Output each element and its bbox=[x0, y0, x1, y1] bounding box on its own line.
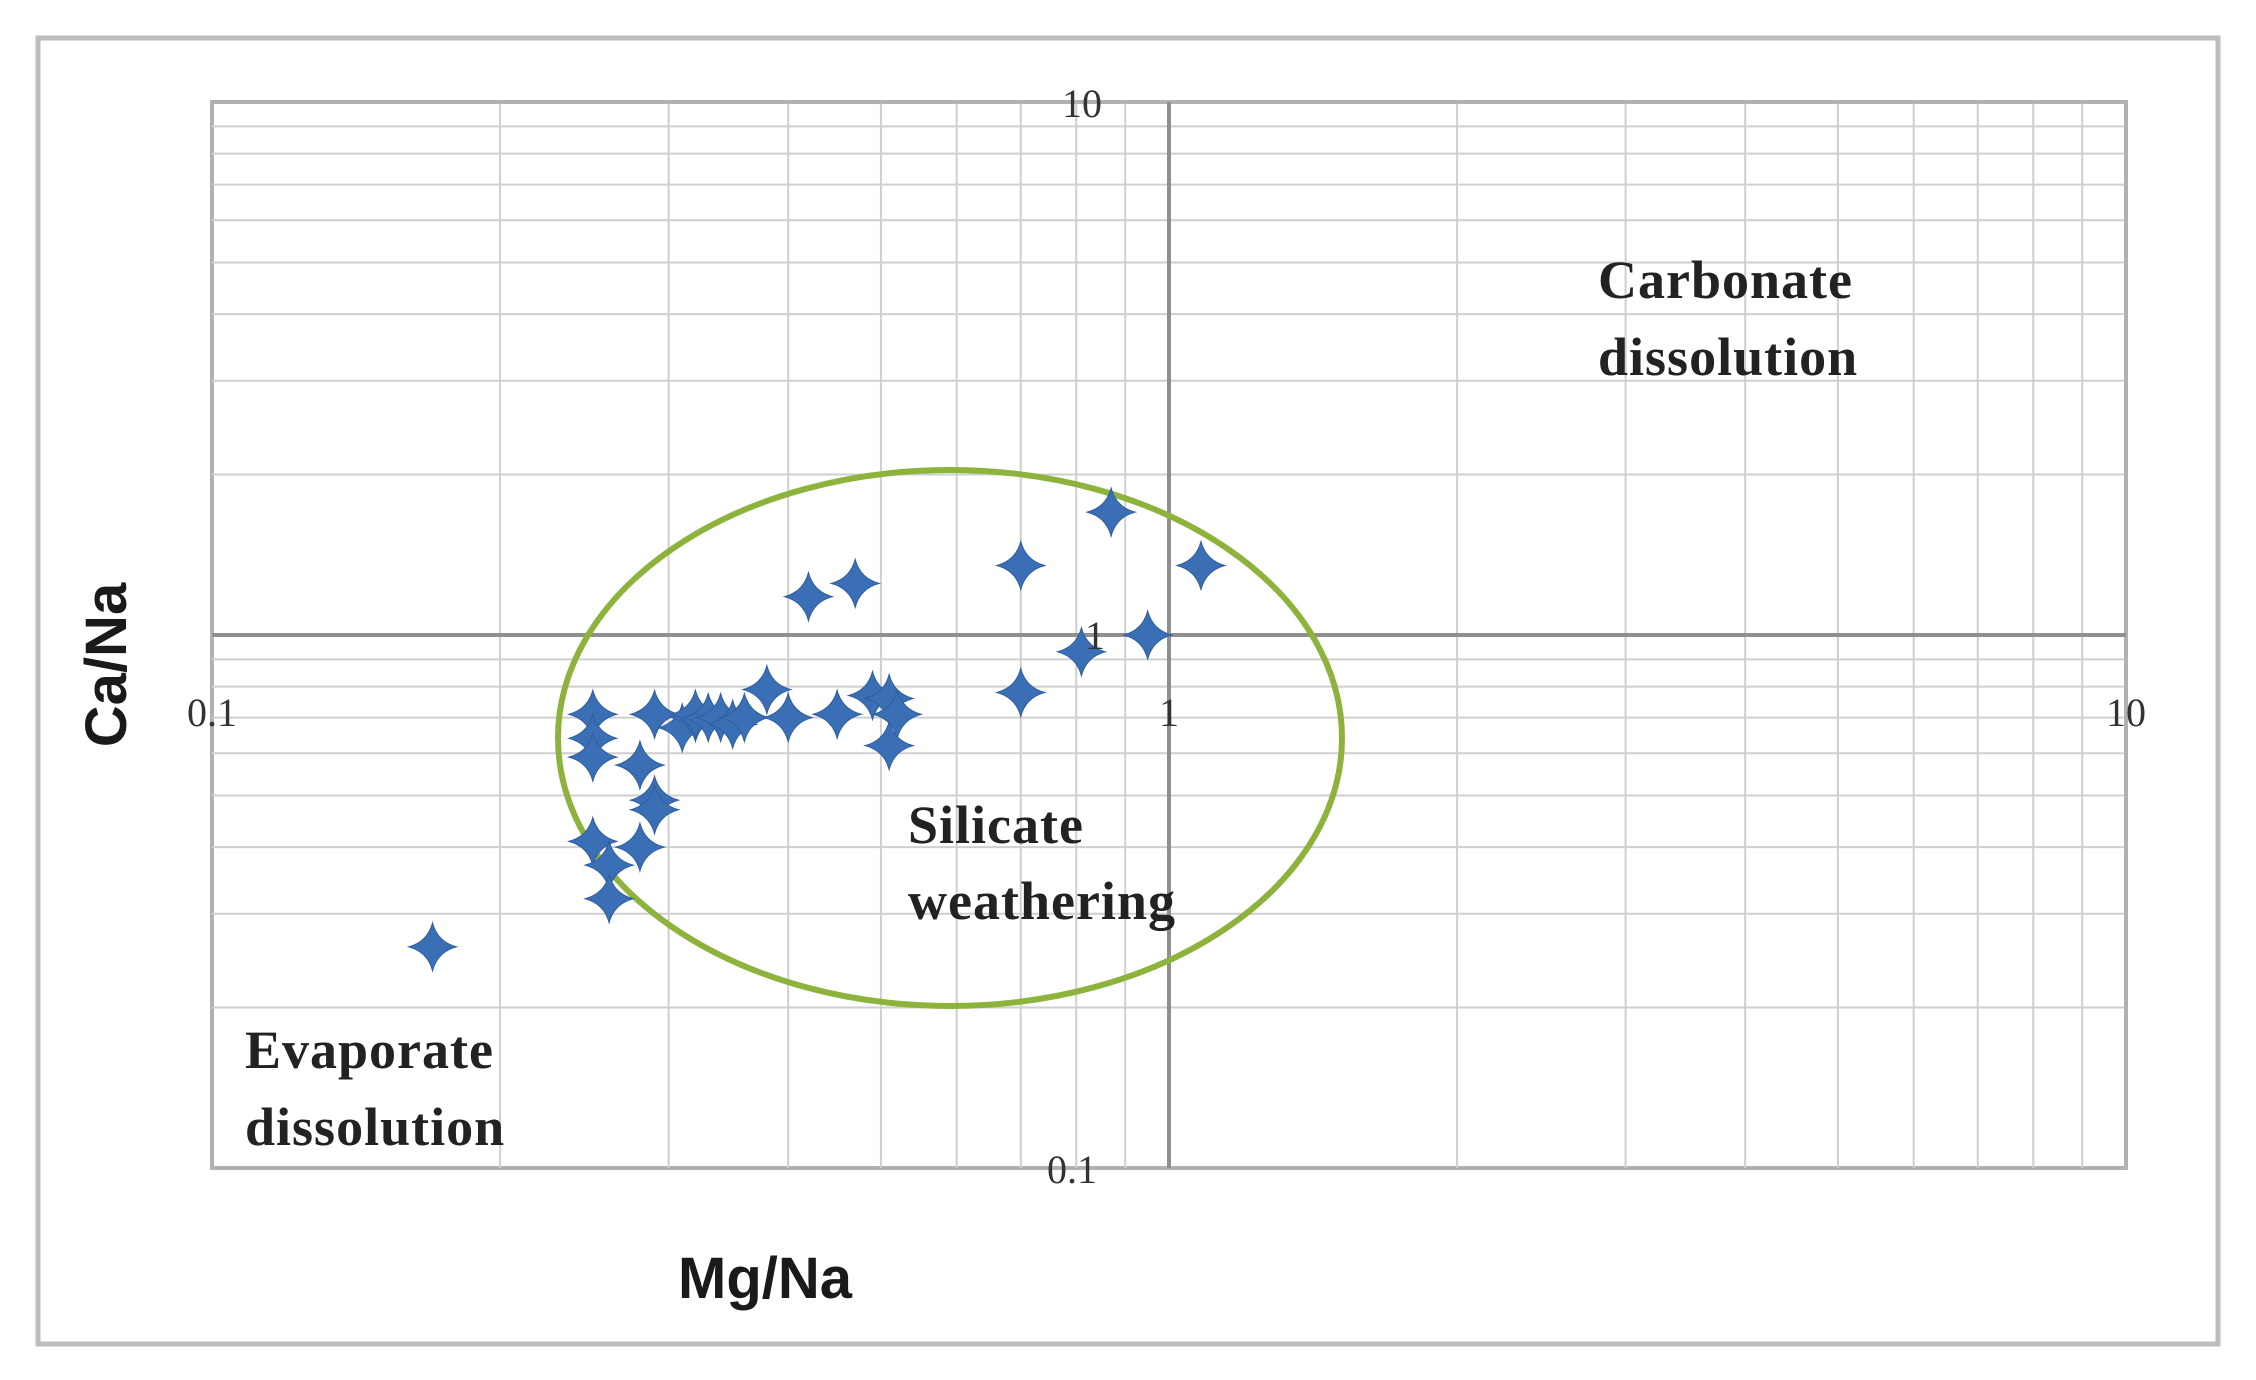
data-point-0 bbox=[1085, 486, 1138, 539]
y-tick-label-0.1: 0.1 bbox=[1047, 1147, 1097, 1192]
annotation-evaporate-line1: Evaporate bbox=[245, 1020, 494, 1080]
data-point-1 bbox=[994, 539, 1047, 592]
data-point-3 bbox=[829, 557, 882, 610]
annotation-carbonate-line2: dissolution bbox=[1598, 327, 1858, 387]
data-point-30 bbox=[613, 821, 666, 874]
data-point-32 bbox=[583, 872, 636, 925]
annotations: Carbonate dissolution Silicate weatherin… bbox=[245, 250, 1858, 1157]
data-point-11 bbox=[628, 688, 681, 741]
y-tick-label-10: 10 bbox=[1062, 81, 1102, 126]
data-point-19 bbox=[718, 691, 771, 744]
data-point-7 bbox=[740, 663, 793, 716]
x-tick-label-10: 10 bbox=[2106, 690, 2146, 735]
data-point-22 bbox=[863, 719, 916, 772]
x-tick-label-1: 1 bbox=[1159, 690, 1179, 735]
data-point-13 bbox=[811, 688, 864, 741]
data-point-4 bbox=[782, 570, 835, 623]
data-point-28 bbox=[628, 783, 681, 836]
annotation-silicate-line2: weathering bbox=[908, 871, 1176, 931]
data-point-20 bbox=[762, 691, 815, 744]
annotation-carbonate-line1: Carbonate bbox=[1598, 250, 1853, 310]
x-tick-label-0.1: 0.1 bbox=[187, 690, 237, 735]
y-tick-label-1: 1 bbox=[1085, 613, 1105, 658]
data-point-9 bbox=[994, 666, 1047, 719]
silicate-weathering-envelope bbox=[555, 467, 1345, 1009]
data-point-6 bbox=[1055, 625, 1108, 678]
data-points bbox=[406, 486, 1227, 973]
data-point-25 bbox=[566, 731, 619, 784]
tick-labels: 0.1 1 10 0.1 1 10 bbox=[187, 81, 2146, 1192]
x-axis-title: Mg/Na bbox=[678, 1246, 853, 1311]
data-point-5 bbox=[1121, 609, 1174, 661]
annotation-evaporate-line2: dissolution bbox=[245, 1097, 505, 1157]
data-point-33 bbox=[406, 920, 459, 973]
data-point-2 bbox=[1175, 539, 1227, 592]
y-axis-title: Ca/Na bbox=[74, 582, 139, 747]
data-point-26 bbox=[613, 739, 666, 792]
annotation-silicate-line1: Silicate bbox=[908, 795, 1084, 855]
